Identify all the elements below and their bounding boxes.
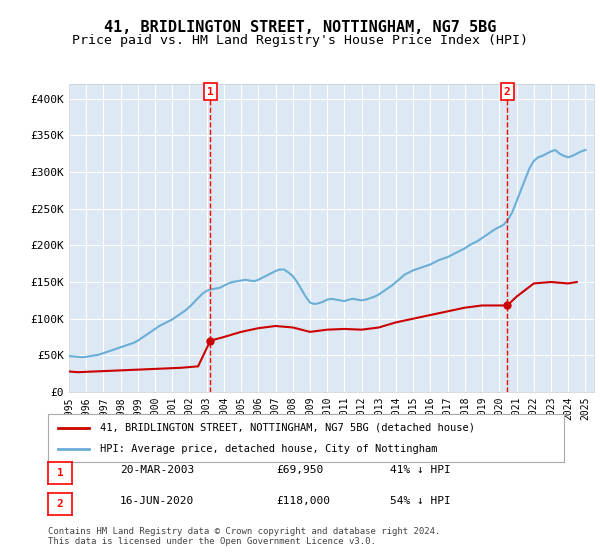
Text: 41, BRIDLINGTON STREET, NOTTINGHAM, NG7 5BG (detached house): 41, BRIDLINGTON STREET, NOTTINGHAM, NG7 … xyxy=(100,423,475,433)
Text: 20-MAR-2003: 20-MAR-2003 xyxy=(120,465,194,475)
Text: HPI: Average price, detached house, City of Nottingham: HPI: Average price, detached house, City… xyxy=(100,444,437,454)
Text: 1: 1 xyxy=(207,87,214,97)
Text: £69,950: £69,950 xyxy=(276,465,323,475)
Text: Contains HM Land Registry data © Crown copyright and database right 2024.
This d: Contains HM Land Registry data © Crown c… xyxy=(48,526,440,546)
Text: £118,000: £118,000 xyxy=(276,496,330,506)
Text: 41% ↓ HPI: 41% ↓ HPI xyxy=(390,465,451,475)
Text: Price paid vs. HM Land Registry's House Price Index (HPI): Price paid vs. HM Land Registry's House … xyxy=(72,34,528,46)
Text: 41, BRIDLINGTON STREET, NOTTINGHAM, NG7 5BG: 41, BRIDLINGTON STREET, NOTTINGHAM, NG7 … xyxy=(104,20,496,35)
Text: 2: 2 xyxy=(504,87,511,97)
Text: 1: 1 xyxy=(56,468,64,478)
Text: 16-JUN-2020: 16-JUN-2020 xyxy=(120,496,194,506)
Text: 54% ↓ HPI: 54% ↓ HPI xyxy=(390,496,451,506)
Text: 2: 2 xyxy=(56,499,64,509)
